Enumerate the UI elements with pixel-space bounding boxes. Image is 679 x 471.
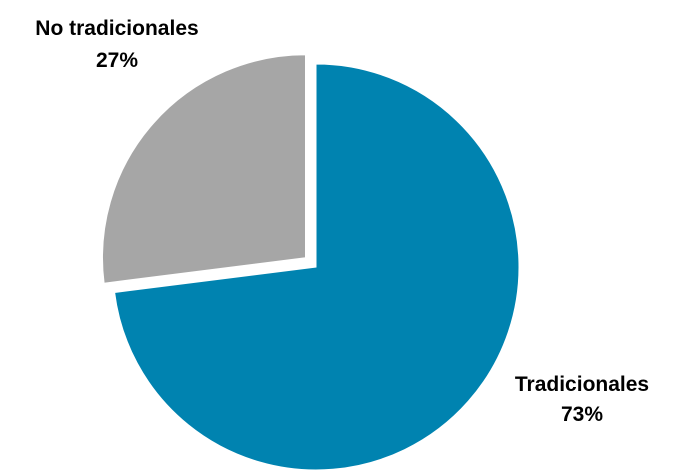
pie-slices: [102, 54, 520, 471]
label-no-tradicionales: No tradicionales: [35, 17, 198, 40]
value-no-tradicionales: 27%: [96, 49, 138, 72]
pie-labels: No tradicionales 27% Tradicionales 73%: [35, 17, 649, 426]
value-tradicionales: 73%: [561, 403, 603, 426]
pie-slice-no-tradicionales: [102, 54, 306, 284]
pie-slice-tradicionales: [114, 63, 520, 471]
label-tradicionales: Tradicionales: [515, 373, 649, 396]
